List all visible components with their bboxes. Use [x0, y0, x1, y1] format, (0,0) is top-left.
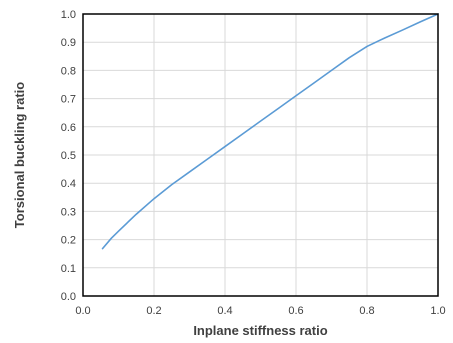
gridlines: [83, 14, 438, 296]
x-tick-labels: 0.0 0.2 0.4 0.6 0.8 1.0: [75, 305, 445, 317]
plot-frame: [82, 13, 439, 297]
y-tick-label: 0.4: [61, 178, 76, 190]
y-tick-label: 0.0: [61, 291, 76, 303]
y-tick-label: 0.2: [61, 235, 76, 247]
y-tick-label: 0.6: [61, 122, 76, 134]
x-tick-label: 0.4: [217, 305, 232, 317]
y-tick-label: 0.5: [61, 150, 76, 162]
y-tick-label: 0.9: [61, 37, 76, 49]
x-tick-label: 0.2: [146, 305, 161, 317]
x-tick-label: 0.8: [359, 305, 374, 317]
y-tick-label: 0.3: [61, 206, 76, 218]
y-tick-label: 0.1: [61, 263, 76, 275]
series-layer: [101, 13, 439, 250]
x-tick-label: 1.0: [430, 305, 445, 317]
x-tick-label: 0.0: [75, 305, 90, 317]
y-tick-labels: 0.0 0.1 0.2 0.3 0.4 0.5 0.6 0.7 0.8 0.9 1.0: [61, 9, 76, 303]
y-tick-label: 1.0: [61, 9, 76, 21]
x-tick-label: 0.6: [288, 305, 303, 317]
series-line: [101, 13, 439, 250]
y-tick-label: 0.7: [61, 94, 76, 106]
y-tick-label: 0.8: [61, 65, 76, 77]
x-axis-title: Inplane stiffness ratio: [193, 323, 327, 338]
y-axis-title: Torsional buckling ratio: [12, 82, 27, 228]
